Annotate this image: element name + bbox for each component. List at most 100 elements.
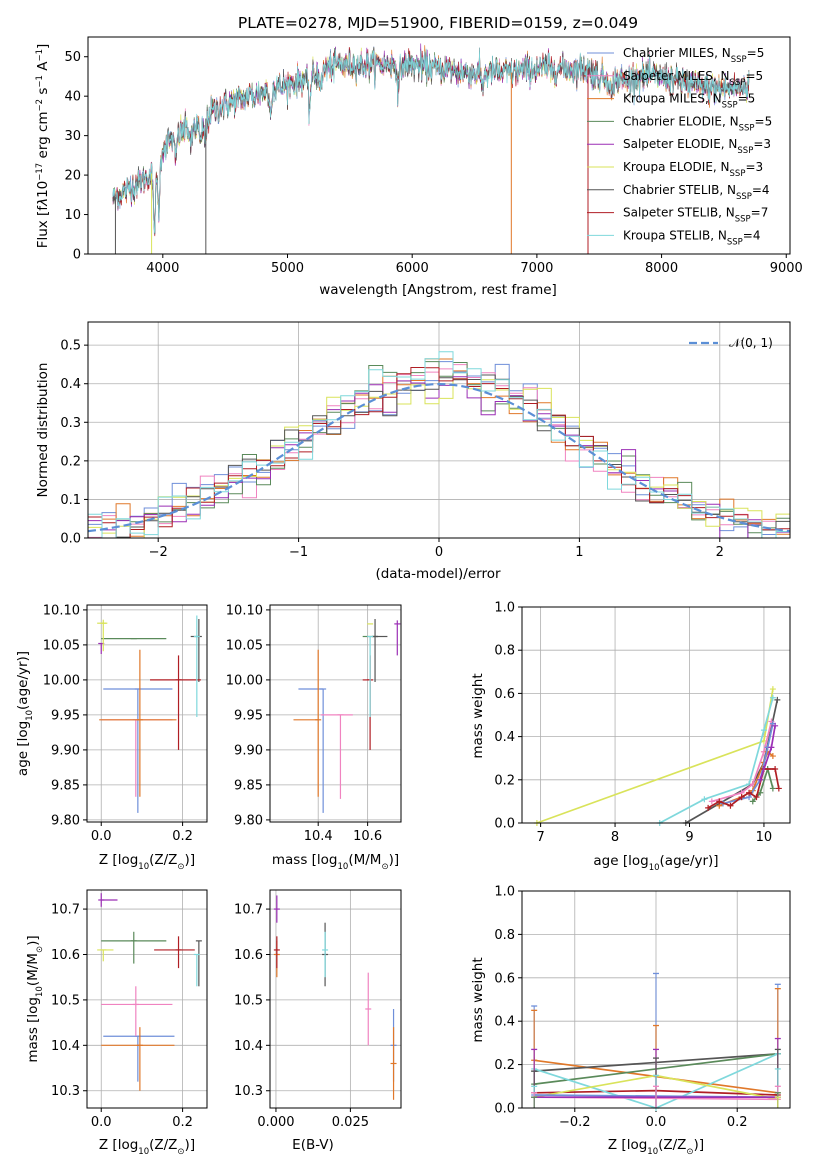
spectrum-title: PLATE=0278, MJD=51900, FIBERID=0159, z=0… bbox=[238, 14, 638, 32]
weight-age-marker bbox=[708, 798, 715, 805]
residuals-xtick-label: −2 bbox=[149, 545, 168, 560]
mass-ebv-point-salpeter-elodie bbox=[273, 895, 280, 923]
weight-age-ylabel: mass weight bbox=[470, 673, 486, 758]
weight-age-marker bbox=[772, 722, 779, 729]
residual-histograms bbox=[88, 351, 790, 538]
histogram-salpeter-stelib bbox=[88, 367, 790, 538]
age-z-ylabel: age [log10(age/yr)] bbox=[15, 651, 35, 776]
weight-age-xtick-label: 9 bbox=[685, 830, 693, 845]
age-mass-point-chabrier-stelib bbox=[372, 619, 388, 682]
residuals-ytick-label: 0.2 bbox=[60, 454, 81, 469]
weight-age-marker bbox=[760, 727, 767, 734]
mass-vs-ebv-panel: E(B-V) 0.000 0.025 10.3 10.4 10.5 10.6 10.7 bbox=[234, 889, 402, 1153]
weight-age-ytick-label: 1.0 bbox=[494, 601, 515, 616]
mass-z-point-kroupa-stelib bbox=[193, 953, 200, 987]
spectrum-ytick-label: 40 bbox=[64, 90, 81, 105]
age-z-ytick-label: 9.95 bbox=[51, 708, 80, 723]
histogram-chabrier-elodie bbox=[88, 361, 790, 538]
spectrum-ylabel: Flux [fλ10−17 erg cm−2 s−1 A−1] bbox=[35, 44, 51, 249]
residuals-ytick-label: 0.3 bbox=[60, 416, 81, 431]
residuals-xtick-label: 1 bbox=[575, 545, 583, 560]
age-z-ytick-label: 9.90 bbox=[51, 743, 80, 758]
mass-z-point-salpeter-elodie bbox=[98, 893, 118, 907]
age-z-ytick-label: 10.05 bbox=[43, 638, 80, 653]
mass-z-ytick-label: 10.3 bbox=[51, 1084, 80, 1099]
weight-age-marker bbox=[769, 686, 776, 693]
weight-age-ytick-label: 0.0 bbox=[494, 817, 515, 832]
weight-age-line-kroupa-stelib bbox=[659, 697, 774, 824]
legend-label-kroupa-elodie: Kroupa ELODIE, NSSP=3 bbox=[623, 160, 763, 179]
mass-z-frame bbox=[86, 889, 208, 1109]
spectrum-ytick-label: 10 bbox=[64, 208, 81, 223]
spectrum-xlabel: wavelength [Angstrom, rest frame] bbox=[319, 282, 557, 298]
residuals-ytick-label: 0.4 bbox=[60, 377, 81, 392]
weight-age-marker bbox=[727, 802, 734, 809]
legend-label-kroupa-stelib: Kroupa STELIB, NSSP=4 bbox=[623, 228, 761, 247]
age-mass-point-salpeter-miles bbox=[320, 714, 353, 799]
mass-z-point-kroupa-elodie bbox=[97, 949, 114, 962]
age-z-point-kroupa-stelib bbox=[193, 615, 200, 717]
spectrum-xtick-label: 7000 bbox=[520, 261, 553, 276]
weight-age-marker bbox=[768, 744, 775, 751]
weight-z-ytick-label: 0.6 bbox=[494, 971, 515, 986]
mass-ebv-frame bbox=[269, 889, 402, 1109]
weight-z-ytick-label: 0.2 bbox=[494, 1058, 515, 1073]
weight-age-marker bbox=[757, 776, 764, 783]
weight-age-marker bbox=[769, 785, 776, 792]
weight-age-ytick-label: 0.8 bbox=[494, 644, 515, 659]
mass-ebv-ytick-label: 10.7 bbox=[234, 903, 263, 918]
weight-age-marker bbox=[716, 798, 723, 805]
mass-z-ytick-label: 10.4 bbox=[51, 1039, 80, 1054]
age-mass-xtick-label: 10.4 bbox=[304, 829, 333, 844]
mass-z-ytick-label: 10.5 bbox=[51, 993, 80, 1008]
histogram-salpeter-elodie bbox=[88, 376, 790, 538]
mass-ebv-point-salpeter-miles bbox=[365, 972, 372, 1046]
spectrum-kroupa-stelib bbox=[112, 47, 750, 234]
age-z-xlabel: Z [log10(Z/Z⊙)] bbox=[99, 852, 195, 872]
weight-age-marker bbox=[769, 753, 776, 760]
normal-curve bbox=[88, 382, 790, 533]
mass-weight-vs-age-panel: mass weight 7 8 9 10 0.0 0.2 0.4 0.6 0.8 1.0 age [… bbox=[470, 601, 791, 873]
age-z-frame bbox=[86, 604, 208, 823]
weight-z-xlabel: Z [log10(Z/Z⊙)] bbox=[608, 1137, 704, 1157]
mass-z-point-chabrier-elodie bbox=[101, 931, 167, 964]
mass-ebv-xtick-label: 0.000 bbox=[257, 1115, 294, 1130]
weight-age-marker bbox=[774, 696, 781, 703]
age-mass-point-kroupa-stelib bbox=[367, 635, 374, 717]
residuals-xtick-label: 0 bbox=[435, 545, 443, 560]
residuals-xtick-label: 2 bbox=[716, 545, 724, 560]
histogram-kroupa-stelib bbox=[88, 351, 790, 538]
age-z-ytick-label: 9.85 bbox=[51, 778, 80, 793]
weight-age-line-kroupa-miles bbox=[718, 750, 774, 807]
residuals-panel: (data-model)/error Normed distribution −… bbox=[35, 321, 791, 582]
weight-age-marker bbox=[749, 798, 756, 805]
mass-ebv-ytick-label: 10.5 bbox=[234, 993, 263, 1008]
weight-z-ytick-label: 0.4 bbox=[494, 1015, 515, 1030]
age-mass-point-chabrier-miles bbox=[298, 688, 327, 813]
age-mass-ytick-label: 9.90 bbox=[234, 743, 263, 758]
mass-z-xtick-label: 0.0 bbox=[91, 1115, 112, 1130]
weight-age-ytick-label: 0.6 bbox=[494, 687, 515, 702]
mass-ebv-xtick-label: 0.025 bbox=[332, 1115, 369, 1130]
weight-age-frame bbox=[521, 606, 791, 824]
mass-z-ytick-label: 10.6 bbox=[51, 948, 80, 963]
weight-z-ytick-label: 1.0 bbox=[494, 885, 515, 900]
spectrum-frame bbox=[87, 36, 791, 255]
ebv-xlabel: E(B-V) bbox=[292, 1137, 334, 1153]
spectrum-lines bbox=[112, 43, 750, 254]
mass-weight-vs-metallicity-panel: mass weight −0.2 0.0 0.2 0.0 0.2 0.4 0.6 0.8 1.0… bbox=[470, 885, 791, 1157]
legend-label-kroupa-miles: Kroupa MILES, NSSP=5 bbox=[623, 92, 755, 111]
mass-z-xtick-label: 0.2 bbox=[172, 1115, 193, 1130]
weight-age-xtick-label: 8 bbox=[611, 830, 619, 845]
age-z-ytick-label: 10.10 bbox=[43, 603, 80, 618]
residuals-ytick-label: 0.0 bbox=[60, 532, 81, 547]
weight-z-xtick-label: 0.2 bbox=[727, 1115, 748, 1130]
residuals-xlabel: (data-model)/error bbox=[375, 566, 501, 582]
weight-age-xtick-label: 7 bbox=[536, 830, 544, 845]
mass-ebv-point-kroupa-stelib bbox=[322, 931, 329, 978]
age-mass-point-salpeter-elodie bbox=[394, 620, 401, 656]
weight-age-ytick-label: 0.4 bbox=[494, 730, 515, 745]
spectrum-legend: Chabrier MILES, NSSP=5 Salpeter MILES, NS… bbox=[587, 46, 772, 247]
age-mass-frame bbox=[269, 604, 402, 823]
mass-z-point-chabrier-stelib bbox=[195, 940, 202, 987]
